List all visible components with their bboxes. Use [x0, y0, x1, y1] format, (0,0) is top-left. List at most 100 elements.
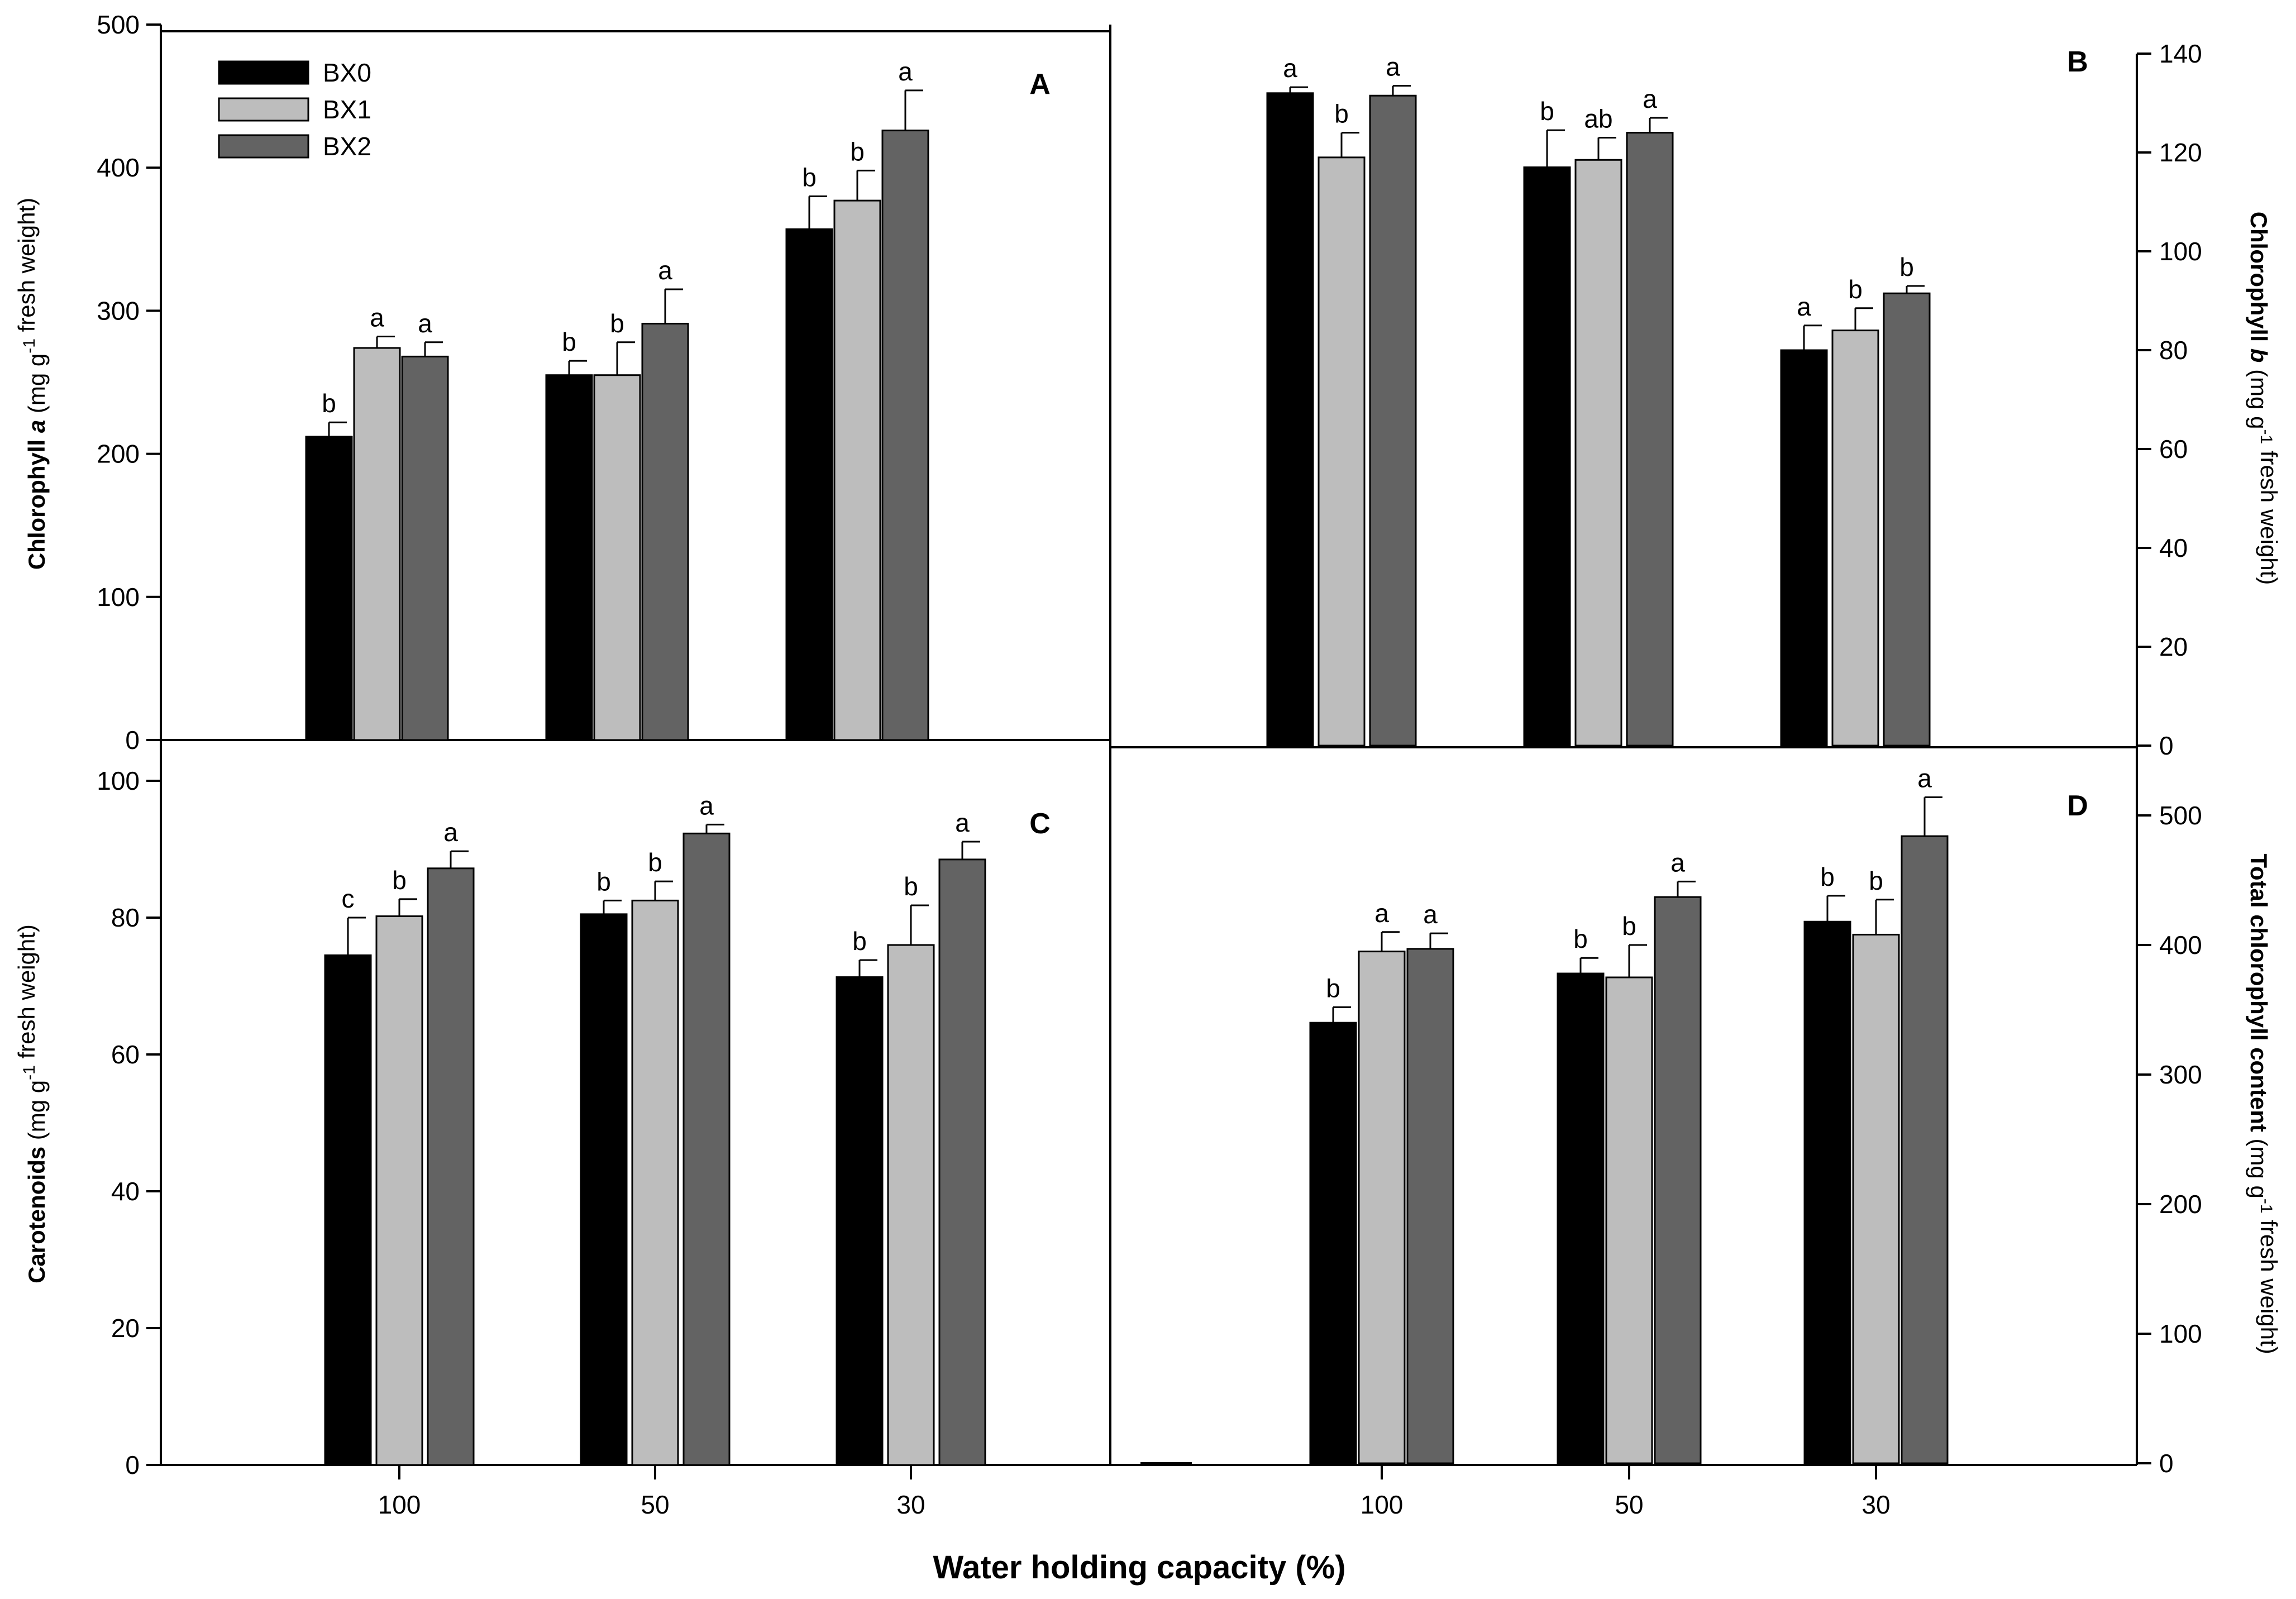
- bar-bx2: [401, 355, 449, 741]
- y-tick-label: 400: [2159, 930, 2202, 960]
- significance-letter: b: [852, 927, 867, 956]
- legend-swatch-bx1: [218, 97, 309, 122]
- y-tick-label: 100: [97, 766, 140, 795]
- significance-letter: a: [1797, 292, 1811, 321]
- bar-bx1: [593, 374, 641, 741]
- y-axis-title-part: fresh weight): [13, 198, 40, 338]
- significance-letter: a: [418, 309, 432, 338]
- y-tick-label: 500: [97, 10, 140, 39]
- y-tick-label: 0: [125, 725, 140, 755]
- significance-letter: a: [658, 256, 672, 285]
- significance-letter: b: [1899, 252, 1914, 281]
- y-axis-title-part: (mg g: [23, 354, 50, 420]
- significance-letter: a: [1917, 764, 1932, 793]
- bar-bx2: [1406, 948, 1454, 1464]
- y-tick-label: 200: [97, 440, 140, 469]
- y-tick-label: 80: [111, 903, 140, 932]
- x-tick-label: 100: [378, 1490, 421, 1519]
- significance-letter: b: [648, 848, 662, 877]
- significance-letter: b: [1622, 911, 1636, 941]
- significance-letter: b: [562, 327, 576, 356]
- y-axis-title-part: -1: [2257, 429, 2275, 444]
- bar-bx2: [1626, 132, 1674, 747]
- significance-letter: b: [322, 389, 336, 418]
- y-tick-label: 40: [2159, 533, 2188, 562]
- x-tick-label: 30: [896, 1490, 925, 1519]
- y-tick-label: 100: [2159, 237, 2202, 266]
- bar-bx2: [1654, 896, 1702, 1464]
- y-tick-label: 100: [2159, 1319, 2202, 1348]
- y-axis-title-part: fresh weight): [2256, 1214, 2282, 1354]
- significance-letter: b: [1326, 973, 1340, 1003]
- bar-bx0: [785, 228, 833, 741]
- y-axis-title-part: -1: [20, 338, 39, 354]
- bar-bx2: [641, 322, 689, 741]
- bar-bx0: [324, 954, 372, 1466]
- y-tick-label: 140: [2159, 39, 2202, 68]
- y-tick-label: 400: [97, 153, 140, 182]
- x-tick-label: 100: [1361, 1490, 1404, 1519]
- bar-bx0: [1803, 920, 1851, 1464]
- x-axis-title: Water holding capacity (%): [933, 1549, 1345, 1586]
- legend-label: BX2: [323, 132, 371, 161]
- bar-bx1: [1605, 976, 1653, 1464]
- significance-letter: b: [596, 867, 611, 896]
- bar-bx0: [1557, 972, 1605, 1464]
- y-tick-label: 20: [111, 1314, 140, 1343]
- significance-letter: b: [802, 163, 817, 192]
- significance-letter: b: [1334, 99, 1349, 128]
- bar-bx0: [1309, 1022, 1357, 1464]
- y-axis-title-part: (mg g: [2246, 362, 2272, 429]
- y-tick-label: 0: [125, 1450, 140, 1479]
- significance-letter: a: [1670, 848, 1685, 877]
- bar-bx0: [1523, 166, 1571, 747]
- y-tick-label: 120: [2159, 138, 2202, 167]
- panel-label: C: [1029, 808, 1051, 840]
- bar-bx0: [305, 436, 353, 741]
- bar-bx2: [1901, 835, 1949, 1464]
- bar-bx2: [938, 858, 986, 1466]
- significance-letter: a: [898, 57, 913, 86]
- legend-swatch-bx2: [218, 134, 309, 159]
- bar-bx1: [631, 899, 679, 1466]
- y-axis-title: Total chlorophyll content (mg g-1 fresh …: [2246, 853, 2282, 1354]
- y-axis-title-part: a: [23, 420, 50, 433]
- bar-bx1: [375, 915, 423, 1466]
- y-axis-title-part: Chlorophyll: [2246, 212, 2272, 349]
- significance-letter: a: [370, 303, 384, 332]
- bar-bx1: [1574, 159, 1622, 747]
- y-axis-title-part: -1: [20, 1065, 39, 1080]
- bar-bx2: [1883, 292, 1931, 747]
- y-tick-label: 300: [97, 296, 140, 325]
- legend-label: BX1: [323, 95, 371, 124]
- bar-bx1: [1358, 951, 1406, 1464]
- significance-letter: b: [1820, 862, 1835, 891]
- baseline-marker: [1140, 1462, 1192, 1466]
- bar-bx0: [580, 913, 628, 1466]
- y-tick-label: 0: [2159, 1449, 2174, 1478]
- y-tick-label: 60: [111, 1040, 140, 1069]
- y-tick-label: 40: [111, 1177, 140, 1206]
- x-tick-label: 30: [1861, 1490, 1890, 1519]
- y-axis-title-part: (mg g: [23, 1080, 50, 1147]
- significance-letter: a: [1386, 52, 1400, 82]
- significance-letter: b: [1848, 275, 1863, 304]
- y-tick-label: 80: [2159, 336, 2188, 365]
- bar-bx1: [353, 347, 401, 741]
- y-tick-label: 20: [2159, 632, 2188, 661]
- legend-swatch-bx0: [218, 60, 309, 85]
- y-tick-label: 300: [2159, 1060, 2202, 1089]
- bar-bx1: [1318, 156, 1366, 747]
- bar-bx1: [833, 199, 881, 741]
- bar-bx0: [1780, 349, 1828, 747]
- significance-letter: ab: [1584, 104, 1612, 133]
- y-axis-title-part: Chlorophyll: [23, 433, 50, 570]
- significance-letter: a: [1283, 54, 1297, 83]
- panel-label: A: [1029, 68, 1051, 101]
- x-tick-label: 50: [641, 1490, 669, 1519]
- y-tick-label: 200: [2159, 1190, 2202, 1219]
- y-tick-label: 0: [2159, 731, 2174, 760]
- bar-bx2: [1369, 94, 1417, 747]
